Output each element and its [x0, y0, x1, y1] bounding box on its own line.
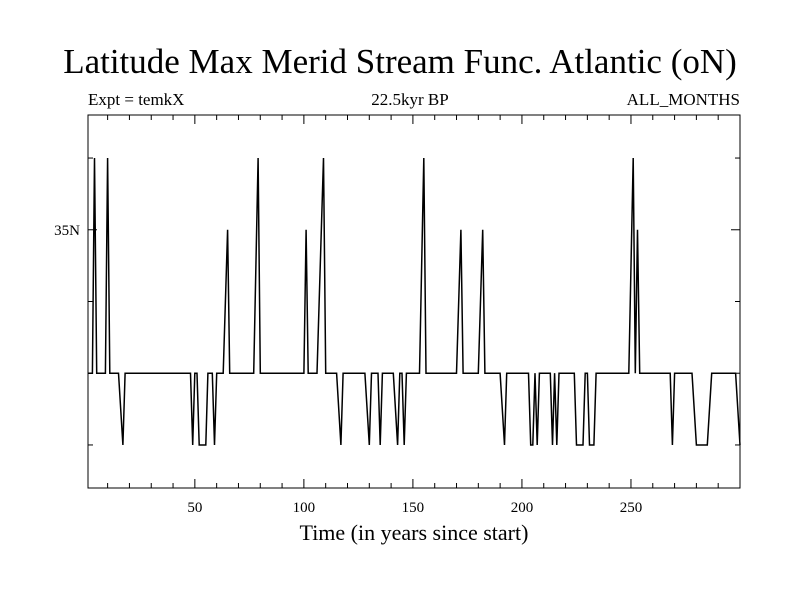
x-tick-label: 150: [402, 500, 425, 516]
y-tick-label: 35N: [54, 223, 80, 239]
x-tick-label: 250: [620, 500, 643, 516]
x-tick-label: 50: [187, 500, 202, 516]
plot-frame: [87, 114, 741, 489]
x-tick-label: 100: [293, 500, 316, 516]
period-label: 22.5kyr BP: [371, 90, 449, 109]
series-line: [88, 157, 741, 446]
months-label: ALL_MONTHS: [626, 90, 740, 109]
experiment-label: Expt = temkX: [88, 90, 185, 109]
x-axis-label: Time (in years since start): [299, 520, 529, 545]
chart-title: Latitude Max Merid Stream Func. Atlantic…: [63, 42, 737, 81]
x-tick-label: 200: [511, 500, 534, 516]
